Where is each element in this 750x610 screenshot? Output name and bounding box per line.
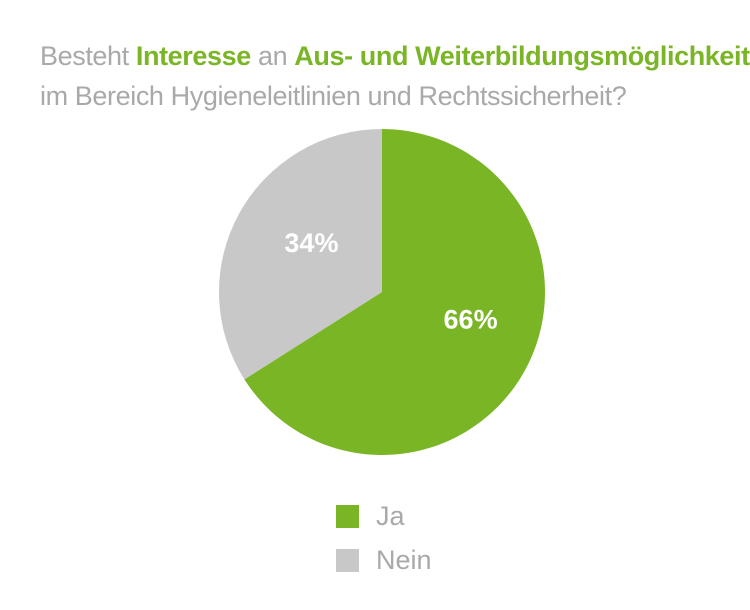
legend-label-ja: Ja [376, 500, 405, 531]
legend-item-nein: Nein [336, 538, 432, 582]
title-text-besteht: Besteht [40, 41, 136, 71]
slice-label-ja: 66% [444, 304, 498, 334]
legend-swatch-ja [336, 504, 359, 528]
slice-label-nein: 34% [284, 228, 338, 258]
pie-slice-ja [244, 129, 545, 456]
title-highlight-interesse: Interesse [135, 41, 251, 71]
title-line-2: im Bereich Hygieneleitlinien und Rechtss… [40, 81, 627, 111]
legend-label-nein: Nein [376, 544, 432, 575]
pie-slice-nein [219, 129, 382, 380]
chart-title: Besteht Interesse an Aus- und Weiterbild… [40, 36, 750, 116]
legend-swatch-nein [336, 548, 359, 572]
title-text-an: an [250, 41, 295, 71]
legend: Ja Nein [336, 494, 432, 582]
title-line-1: Besteht Interesse an Aus- und Weiterbild… [40, 36, 750, 76]
title-highlight-weiterbildung: Aus- und Weiterbildungsmöglichkeiten [294, 41, 750, 71]
legend-item-ja: Ja [336, 494, 432, 538]
